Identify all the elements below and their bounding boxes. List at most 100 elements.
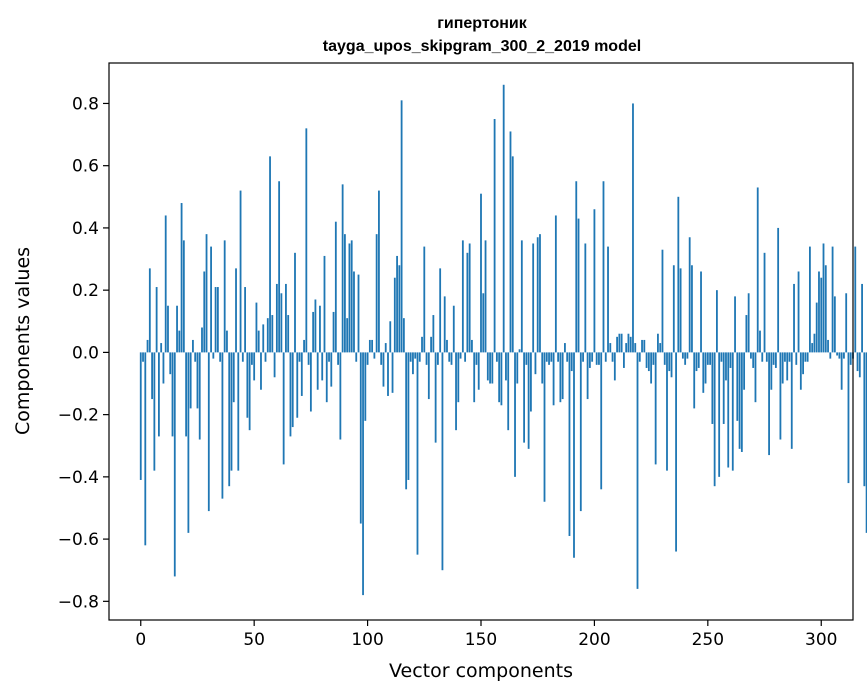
bar — [407, 352, 410, 480]
bar — [475, 352, 478, 365]
bar — [772, 352, 775, 365]
bar — [169, 352, 172, 375]
bar — [266, 318, 269, 353]
bar — [296, 352, 299, 418]
bar — [280, 293, 283, 353]
bar — [702, 352, 705, 393]
bar — [275, 283, 278, 353]
bar — [230, 352, 233, 471]
bar — [287, 315, 290, 353]
y-axis-label: Components values — [12, 247, 34, 435]
bar — [799, 352, 802, 390]
bar — [223, 240, 226, 353]
y-tick-label: 0.4 — [72, 219, 99, 239]
bar — [620, 333, 623, 353]
bar — [353, 271, 355, 353]
bar — [727, 352, 730, 468]
bar — [260, 352, 262, 390]
bar — [221, 352, 224, 499]
bar — [178, 330, 181, 353]
bar — [368, 339, 371, 353]
bar — [645, 352, 648, 368]
bar — [570, 352, 573, 372]
bar — [148, 268, 151, 353]
bar — [251, 352, 253, 365]
bar — [602, 181, 605, 353]
bar — [402, 318, 405, 353]
bar — [160, 343, 163, 353]
bar — [523, 352, 525, 443]
bar — [146, 339, 149, 353]
bar — [770, 352, 773, 390]
bar — [398, 265, 401, 353]
bar — [820, 277, 823, 353]
bar — [359, 352, 362, 524]
bar — [854, 246, 857, 353]
bar — [686, 352, 689, 359]
bar — [516, 352, 519, 384]
bar — [384, 343, 387, 353]
y-tick-label: 0.6 — [72, 157, 99, 177]
bar — [366, 352, 369, 365]
bar — [151, 352, 153, 400]
bar — [577, 218, 580, 353]
bar — [663, 352, 666, 365]
bar — [833, 296, 836, 353]
bar — [255, 302, 258, 353]
bar — [634, 343, 637, 353]
bar — [364, 352, 367, 421]
bar — [781, 352, 784, 384]
bar — [471, 339, 473, 353]
bar — [861, 283, 863, 353]
bar — [507, 352, 510, 431]
bar — [432, 315, 435, 353]
y-axis-ticks: −0.8 −0.6 −0.4 −0.2 0.0 0.2 0.4 0.6 0.8 — [58, 94, 109, 612]
x-tick-label: 0 — [135, 630, 146, 650]
x-axis-ticks: 0 50 100 150 200 250 300 — [135, 620, 837, 650]
bar — [441, 352, 444, 571]
bar — [584, 243, 587, 353]
bar — [439, 268, 442, 353]
bar — [818, 271, 820, 353]
bar — [822, 243, 825, 353]
bar — [412, 352, 414, 375]
bar — [307, 352, 310, 365]
bar — [330, 352, 333, 387]
bar — [466, 252, 469, 353]
bar — [713, 352, 716, 487]
bar — [716, 290, 718, 353]
bar — [323, 255, 326, 353]
bar — [371, 339, 374, 353]
bar — [427, 352, 430, 400]
bar — [704, 352, 707, 384]
bar — [693, 352, 696, 409]
bar — [706, 352, 709, 365]
bar — [786, 352, 789, 381]
bar — [765, 352, 768, 362]
bar — [434, 352, 437, 443]
y-tick-label: −0.6 — [58, 530, 99, 550]
bar — [595, 352, 598, 365]
y-tick-label: 0.0 — [72, 343, 99, 363]
bar — [391, 352, 394, 393]
bar — [559, 352, 562, 403]
bar — [564, 343, 566, 353]
bar — [171, 352, 174, 437]
bar — [480, 193, 482, 353]
bar — [502, 84, 505, 353]
bar — [194, 352, 197, 362]
x-tick-label: 150 — [465, 630, 497, 650]
bar — [734, 296, 736, 353]
bar — [573, 352, 575, 558]
chart-subtitle: tayga_upos_skipgram_300_2_2019 model — [323, 38, 641, 55]
bar — [847, 352, 850, 484]
bar — [774, 352, 777, 368]
bar — [750, 352, 752, 359]
bar — [650, 352, 653, 384]
bar — [738, 352, 741, 449]
bar — [790, 352, 793, 449]
bar — [387, 352, 389, 396]
bar — [520, 240, 523, 353]
bar — [784, 352, 786, 362]
bar — [325, 352, 328, 403]
